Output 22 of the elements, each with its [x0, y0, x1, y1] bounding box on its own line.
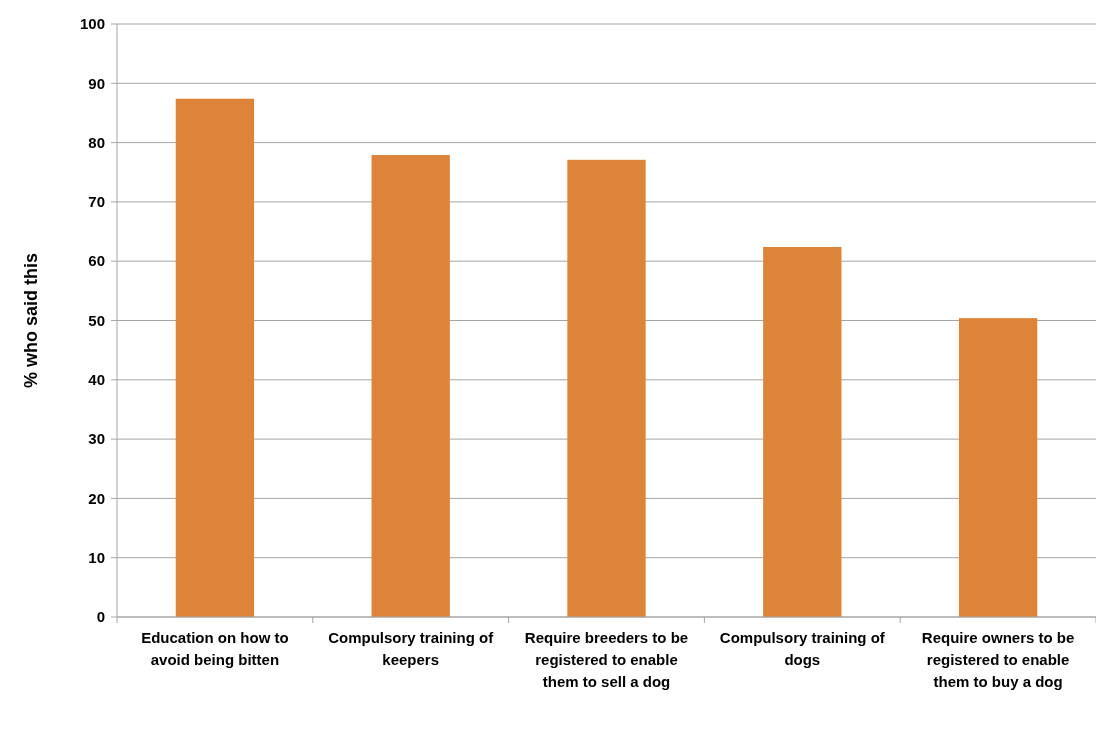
bar [763, 246, 842, 617]
y-axis-title: % who said this [21, 252, 41, 389]
y-tick-label: 50 [88, 311, 105, 329]
y-tick-label: 30 [88, 430, 105, 448]
y-tick-label: 60 [88, 252, 105, 270]
x-tick-label: Compulsory training of dogs [719, 629, 886, 668]
x-tick-label: Education on how to avoid being bitten [141, 629, 289, 668]
y-tick-label: 70 [88, 193, 105, 211]
x-tick-label: Require owners to be registered to enable them to buy a dog [921, 629, 1075, 690]
bar [371, 155, 450, 617]
x-tick-label: Compulsory training of keepers [328, 629, 495, 668]
x-tick-label: Require breeders to be registered to enable them to sell a dog [524, 629, 689, 690]
y-tick-label: 40 [88, 371, 105, 389]
bar [958, 318, 1038, 617]
y-tick-label: 20 [88, 489, 105, 507]
y-tick-label: 0 [96, 608, 105, 626]
y-tick-label: 80 [88, 133, 105, 151]
y-tick-label: 100 [79, 15, 105, 33]
y-tick-label: 10 [88, 548, 105, 566]
y-tick-label: 90 [88, 74, 105, 92]
bar [175, 98, 255, 617]
bar [567, 159, 646, 617]
